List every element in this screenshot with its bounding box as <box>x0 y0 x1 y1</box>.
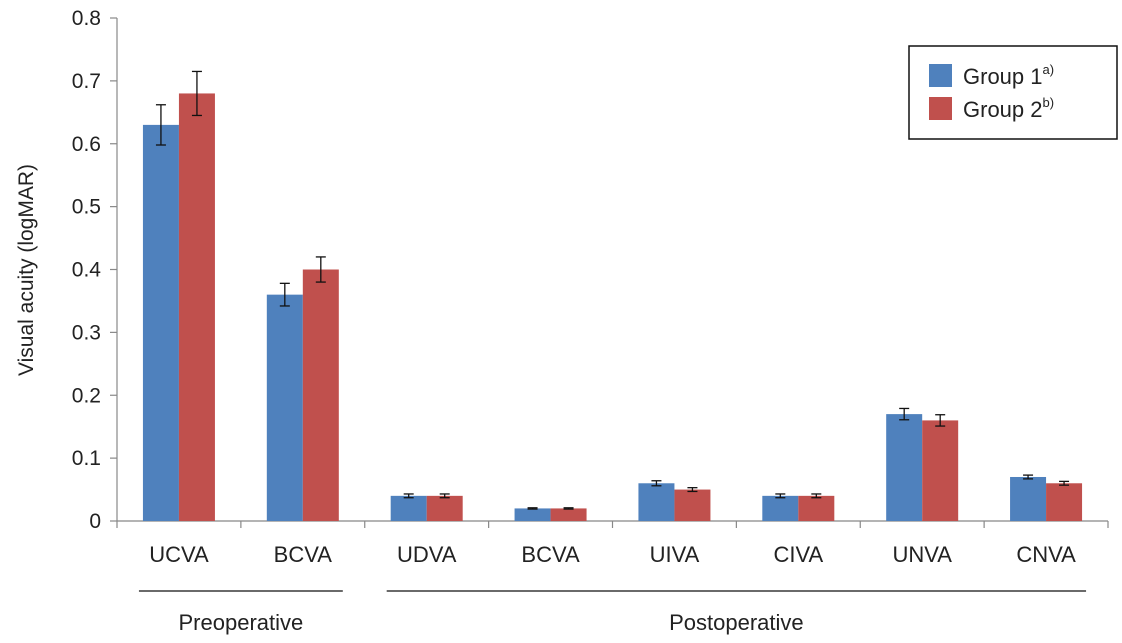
y-tick-label: 0 <box>89 510 101 533</box>
x-category-label: BCVA <box>521 542 580 567</box>
x-axis: UCVA BCVA UDVA BCVA UIVA CIVA UNVA CNVA <box>116 520 1109 567</box>
bar-1 <box>1010 476 1047 521</box>
y-tick-label: 0.1 <box>72 447 101 470</box>
x-category-label: UDVA <box>397 542 457 567</box>
group-label: Preoperative <box>179 610 304 635</box>
legend-entry-superscript: a) <box>1043 62 1055 77</box>
bar-2 <box>302 269 339 521</box>
legend-entry-name: Group 1 <box>963 64 1043 89</box>
bars <box>142 70 1083 521</box>
legend: Group 1a) Group 2b) <box>908 45 1118 140</box>
legend-swatch <box>929 64 952 87</box>
legend-swatch <box>929 97 952 120</box>
bar-2 <box>178 93 215 521</box>
y-axis-label: Visual acuity (logMAR) <box>15 164 38 376</box>
y-tick-label: 0.8 <box>72 7 101 30</box>
y-tick-label: 0.4 <box>72 259 102 282</box>
group-label: Postoperative <box>669 610 804 635</box>
legend-entry: Group 1a) <box>963 62 1054 89</box>
y-tick-label: 0.3 <box>72 321 101 344</box>
x-category-label: UCVA <box>149 542 209 567</box>
y-axis: 0 0.1 0.2 0.3 0.4 0.5 0.6 0.7 0.8 <box>72 7 118 533</box>
bar-1 <box>142 124 179 521</box>
bar-1 <box>390 495 427 521</box>
legend-entry: Group 2b) <box>963 95 1054 122</box>
bar-2 <box>674 489 711 521</box>
bar-1 <box>266 294 303 521</box>
y-tick-label: 0.5 <box>72 196 101 219</box>
bar-1 <box>638 483 675 521</box>
x-category-label: BCVA <box>274 542 333 567</box>
y-tick-label: 0.2 <box>72 384 101 407</box>
bar-2 <box>922 420 959 521</box>
legend-entry-superscript: b) <box>1043 95 1055 110</box>
x-category-label: CNVA <box>1016 542 1076 567</box>
legend-box <box>908 45 1118 140</box>
bar-2 <box>426 495 463 521</box>
bar-2 <box>798 495 835 521</box>
bar-1 <box>762 495 799 521</box>
x-category-label: UIVA <box>650 542 700 567</box>
y-tick-label: 0.7 <box>72 70 101 93</box>
bar-2 <box>550 508 587 521</box>
bar-1 <box>886 414 923 521</box>
x-category-label: UNVA <box>892 542 952 567</box>
category-groups: Preoperative Postoperative <box>138 590 1087 635</box>
bar-2 <box>1046 483 1083 521</box>
x-category-label: CIVA <box>773 542 823 567</box>
y-tick-label: 0.6 <box>72 133 101 156</box>
bar-1 <box>514 508 551 521</box>
legend-entry-name: Group 2 <box>963 97 1043 122</box>
